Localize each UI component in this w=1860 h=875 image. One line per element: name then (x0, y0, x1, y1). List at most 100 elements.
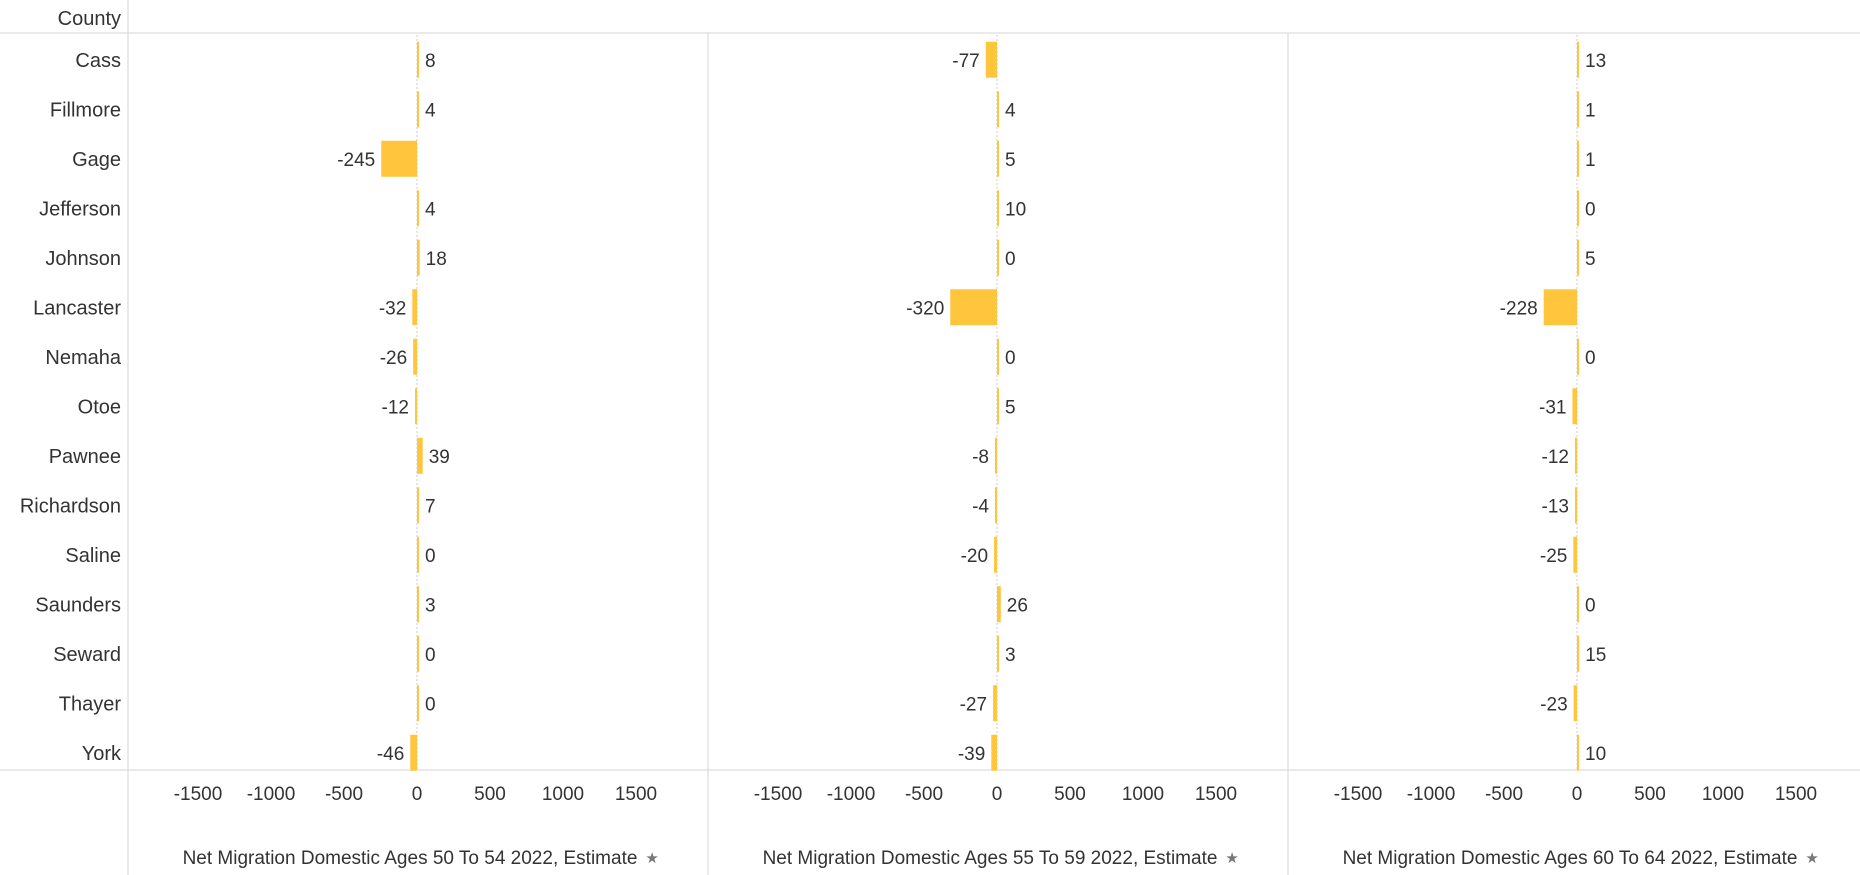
bar (381, 140, 417, 177)
x-tick-label: -500 (325, 784, 363, 805)
pin-icon[interactable]: ★ (1225, 850, 1238, 867)
bar (1577, 338, 1579, 375)
value-label: 5 (1585, 249, 1596, 270)
bar (417, 41, 419, 78)
x-axis-title: Net Migration Domestic Ages 50 To 54 202… (183, 848, 638, 869)
bar (985, 41, 997, 78)
value-label: 0 (425, 645, 436, 666)
value-label: -26 (380, 348, 407, 369)
bar (417, 190, 419, 227)
value-label: -4 (972, 496, 989, 517)
bar (1575, 487, 1577, 524)
county-label: Saunders (35, 594, 121, 616)
x-tick-label: -1000 (247, 784, 296, 805)
x-tick-label: 0 (412, 784, 423, 805)
bar (417, 685, 419, 722)
x-tick-label: 500 (1634, 784, 1666, 805)
bar (1577, 140, 1579, 177)
x-tick-label: 1500 (615, 784, 657, 805)
value-label: 5 (1005, 397, 1016, 418)
value-label: 1 (1585, 150, 1596, 171)
value-label: 10 (1005, 199, 1026, 220)
value-label: 4 (425, 100, 436, 121)
x-tick-label: 1500 (1195, 784, 1237, 805)
bar (1577, 41, 1579, 78)
row-header-label: County (58, 8, 121, 30)
value-label: -31 (1539, 397, 1566, 418)
county-label: Johnson (45, 248, 121, 270)
county-label: Cass (75, 50, 121, 72)
value-label: 0 (425, 694, 436, 715)
bar (412, 289, 417, 326)
bar (1572, 388, 1577, 425)
county-label: Fillmore (50, 99, 121, 121)
value-label: -77 (952, 51, 979, 72)
value-label: -46 (377, 744, 404, 765)
value-label: 4 (1005, 100, 1016, 121)
value-label: -13 (1542, 496, 1569, 517)
bar (1577, 734, 1579, 771)
value-label: 18 (426, 249, 447, 270)
pin-icon[interactable]: ★ (1805, 850, 1818, 867)
county-label: Saline (65, 545, 121, 567)
bar (1577, 239, 1579, 276)
bar (417, 635, 419, 672)
bar (1577, 190, 1579, 227)
value-label: 8 (425, 51, 436, 72)
value-label: -12 (382, 397, 409, 418)
value-label: 0 (1585, 199, 1596, 220)
x-tick-label: -1500 (174, 784, 223, 805)
county-label: Otoe (78, 396, 121, 418)
bar (997, 239, 999, 276)
value-label: 0 (1005, 249, 1016, 270)
value-label: -320 (906, 298, 944, 319)
x-tick-label: -500 (1485, 784, 1523, 805)
value-label: 3 (1005, 645, 1016, 666)
bar (997, 190, 999, 227)
value-label: -20 (961, 546, 988, 567)
value-label: 10 (1585, 744, 1606, 765)
value-label: 4 (425, 199, 436, 220)
bar (1573, 685, 1577, 722)
value-label: -23 (1540, 694, 1567, 715)
bar (995, 437, 997, 474)
x-axis-title: Net Migration Domestic Ages 60 To 64 202… (1343, 848, 1798, 869)
pin-icon[interactable]: ★ (645, 850, 658, 867)
bar (1577, 635, 1580, 672)
bar (1577, 91, 1579, 128)
value-label: 15 (1585, 645, 1606, 666)
bar (997, 140, 999, 177)
value-label: 5 (1005, 150, 1016, 171)
bar (997, 635, 999, 672)
x-tick-label: 1000 (1702, 784, 1744, 805)
bar (997, 91, 999, 128)
bar (417, 586, 419, 623)
x-tick-label: -500 (905, 784, 943, 805)
value-label: 39 (429, 447, 450, 468)
value-label: 1 (1585, 100, 1596, 121)
bar (1573, 536, 1577, 573)
bar (1543, 289, 1577, 326)
county-label: Richardson (20, 495, 121, 517)
value-label: -39 (958, 744, 985, 765)
x-axis-title: Net Migration Domestic Ages 55 To 59 202… (763, 848, 1218, 869)
value-label: 26 (1007, 595, 1028, 616)
bar (950, 289, 997, 326)
bar (417, 487, 419, 524)
bar (997, 388, 999, 425)
x-tick-label: 500 (474, 784, 506, 805)
county-label: Pawnee (49, 446, 121, 468)
county-label: Seward (53, 644, 121, 666)
bar (991, 734, 997, 771)
county-label: Gage (72, 149, 121, 171)
value-label: -8 (972, 447, 989, 468)
value-label: 3 (425, 595, 436, 616)
x-tick-label: 1000 (1122, 784, 1164, 805)
bar (417, 536, 419, 573)
bar (1575, 437, 1577, 474)
value-label: -32 (379, 298, 406, 319)
value-label: 0 (1585, 595, 1596, 616)
x-tick-label: -1500 (1334, 784, 1383, 805)
bar (417, 91, 419, 128)
